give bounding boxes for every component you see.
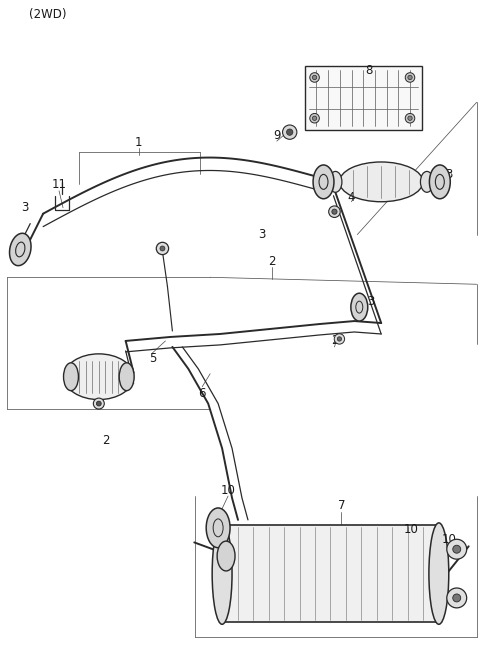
Text: 3: 3: [368, 295, 375, 308]
Text: (2WD): (2WD): [29, 9, 67, 21]
Text: 11: 11: [51, 179, 67, 191]
Circle shape: [334, 333, 345, 344]
Circle shape: [160, 246, 165, 251]
Text: 2: 2: [268, 255, 276, 268]
Text: 10: 10: [441, 533, 456, 546]
Circle shape: [408, 75, 412, 80]
Text: 3: 3: [445, 169, 453, 181]
Circle shape: [156, 243, 168, 254]
Ellipse shape: [351, 293, 368, 321]
Circle shape: [329, 206, 340, 217]
Ellipse shape: [10, 233, 31, 266]
Ellipse shape: [217, 541, 235, 571]
Circle shape: [312, 75, 317, 80]
Text: 3: 3: [22, 201, 29, 214]
Ellipse shape: [339, 162, 423, 202]
Circle shape: [312, 116, 317, 121]
Circle shape: [453, 594, 461, 602]
Text: 7: 7: [337, 500, 345, 513]
Circle shape: [93, 398, 104, 409]
Circle shape: [310, 113, 319, 123]
Circle shape: [447, 539, 467, 559]
Circle shape: [408, 116, 412, 121]
Text: 2: 2: [102, 434, 109, 447]
Ellipse shape: [119, 363, 134, 391]
Ellipse shape: [63, 363, 78, 391]
Text: 6: 6: [198, 387, 206, 400]
Circle shape: [337, 337, 342, 341]
Text: 5: 5: [149, 353, 156, 365]
Bar: [222, 525, 439, 622]
Circle shape: [332, 209, 337, 214]
Circle shape: [405, 113, 415, 123]
Circle shape: [287, 129, 293, 135]
Circle shape: [453, 545, 461, 553]
Ellipse shape: [64, 354, 133, 399]
Text: 10: 10: [221, 484, 236, 497]
Circle shape: [310, 72, 319, 82]
Text: 10: 10: [404, 523, 419, 536]
Text: 1: 1: [135, 136, 143, 148]
Text: 9: 9: [273, 129, 280, 142]
Circle shape: [405, 72, 415, 82]
Text: 8: 8: [366, 64, 373, 77]
Ellipse shape: [430, 165, 450, 199]
Ellipse shape: [206, 508, 230, 548]
Circle shape: [283, 125, 297, 139]
Bar: [305, 65, 422, 130]
Text: 2: 2: [331, 334, 338, 347]
Circle shape: [96, 401, 101, 406]
Circle shape: [447, 588, 467, 608]
Ellipse shape: [329, 171, 342, 192]
Text: 3: 3: [258, 228, 265, 241]
Text: 4: 4: [348, 191, 355, 204]
Ellipse shape: [429, 523, 449, 624]
Ellipse shape: [313, 165, 334, 199]
Ellipse shape: [212, 523, 232, 624]
Ellipse shape: [420, 171, 433, 192]
